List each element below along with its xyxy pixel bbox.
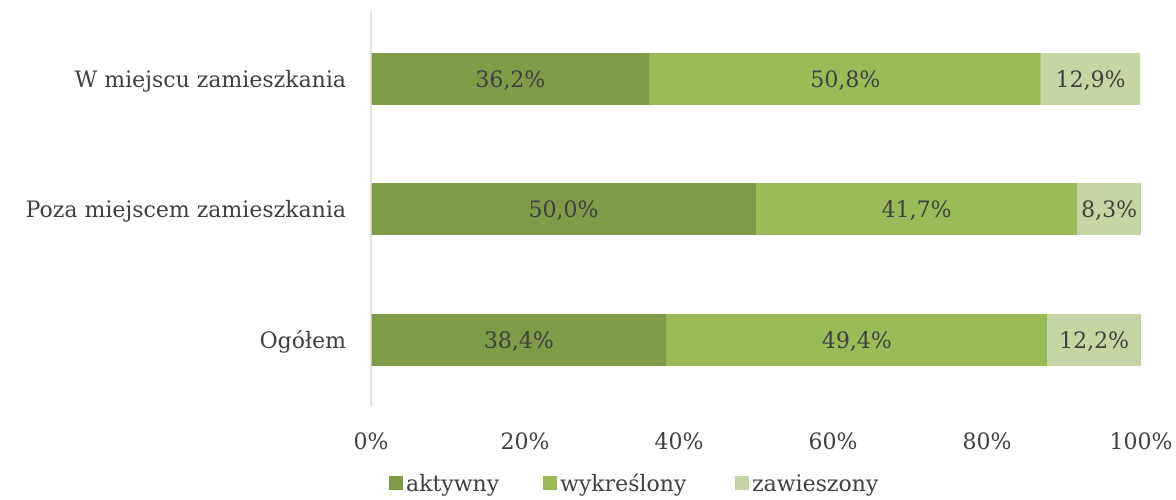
x-tick-label: 20% <box>501 430 550 455</box>
legend-swatch-wykreślony <box>543 476 557 490</box>
data-label: 12,2% <box>1059 329 1129 354</box>
bar-segment-wykreślony <box>649 53 1041 105</box>
category-label: Ogółem <box>260 329 347 354</box>
legend-label: zawieszony <box>752 472 879 497</box>
bar-segment-zawieszony <box>1040 53 1141 105</box>
category-label: W miejscu zamieszkania <box>75 68 346 93</box>
bar-segment-wykreślony <box>666 314 1048 366</box>
x-tick-label: 100% <box>1110 430 1173 455</box>
x-tick-label: 40% <box>655 430 704 455</box>
bar-segment-aktywny <box>371 53 650 105</box>
bar-segment-zawieszony <box>1047 314 1141 366</box>
data-label: 12,9% <box>1056 68 1126 93</box>
data-label: 8,3% <box>1081 198 1137 223</box>
bar-segment-aktywny <box>371 314 667 366</box>
category-label: Poza miejscem zamieszkania <box>26 198 346 223</box>
legend-swatch-aktywny <box>389 476 403 490</box>
data-label: 36,2% <box>475 68 545 93</box>
bar-segment-wykreślony <box>756 183 1078 235</box>
legend-label: wykreślony <box>560 472 687 497</box>
legend-label: aktywny <box>406 472 500 497</box>
data-label: 41,7% <box>882 198 952 223</box>
x-tick-label: 60% <box>809 430 858 455</box>
x-tick-label: 0% <box>354 430 389 455</box>
legend: aktywny wykreślony zawieszony <box>389 472 879 497</box>
x-tick-label: 80% <box>963 430 1012 455</box>
data-label: 50,0% <box>529 198 599 223</box>
data-label: 38,4% <box>484 329 554 354</box>
bar-segment-aktywny <box>371 183 756 235</box>
legend-swatch-zawieszony <box>735 476 749 490</box>
bar-segment-zawieszony <box>1077 183 1141 235</box>
data-label: 50,8% <box>810 68 880 93</box>
data-label: 49,4% <box>822 329 892 354</box>
